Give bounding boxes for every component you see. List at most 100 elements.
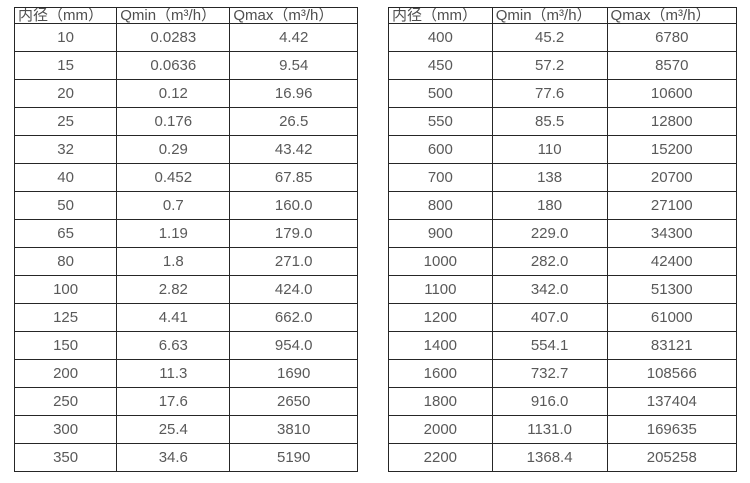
table-cell: 20700 bbox=[606, 163, 738, 192]
table-cell: 65 bbox=[13, 219, 118, 248]
table-cell: 169635 bbox=[606, 415, 738, 444]
table-cell: 34.6 bbox=[116, 443, 231, 472]
table-row: 550 85.5 12800 bbox=[388, 107, 738, 136]
table-cell: 600 bbox=[388, 135, 493, 164]
table-cell: 180 bbox=[491, 191, 608, 220]
table-cell: 0.176 bbox=[116, 107, 231, 136]
table-cell: 17.6 bbox=[116, 387, 231, 416]
table-cell: 550 bbox=[388, 107, 493, 136]
table-row: 1400 554.1 83121 bbox=[388, 331, 738, 360]
table-cell: 42400 bbox=[606, 247, 738, 276]
table-cell: 450 bbox=[388, 51, 493, 80]
table-cell: 10600 bbox=[606, 79, 738, 108]
table-cell: 1368.4 bbox=[491, 443, 608, 472]
table-cell: 83121 bbox=[606, 331, 738, 360]
flow-table-large-diameters: 内径（mm） Qmin（m³/h） Qmax（m³/h） 400 45.2 6780… bbox=[388, 7, 738, 472]
table-cell: 200 bbox=[13, 359, 118, 388]
table-cell: 282.0 bbox=[491, 247, 608, 276]
table-cell: 2200 bbox=[388, 443, 493, 472]
table-cell: 250 bbox=[13, 387, 118, 416]
table-cell: 424.0 bbox=[229, 275, 358, 304]
table-row: 50 0.7 160.0 bbox=[13, 191, 358, 220]
table-row: 1800 916.0 137404 bbox=[388, 387, 738, 416]
table-cell: 50 bbox=[13, 191, 118, 220]
table-cell: 1000 bbox=[388, 247, 493, 276]
table-cell: 900 bbox=[388, 219, 493, 248]
table-cell: 26.5 bbox=[229, 107, 358, 136]
table-cell: 700 bbox=[388, 163, 493, 192]
table-cell: 77.6 bbox=[491, 79, 608, 108]
table-cell: 137404 bbox=[606, 387, 738, 416]
table-cell: 271.0 bbox=[229, 247, 358, 276]
table-cell: 400 bbox=[388, 23, 493, 52]
table-cell: 0.29 bbox=[116, 135, 231, 164]
table-row: 450 57.2 8570 bbox=[388, 51, 738, 80]
table-row: 125 4.41 662.0 bbox=[13, 303, 358, 332]
table-row: 1000 282.0 42400 bbox=[388, 247, 738, 276]
table-cell: 800 bbox=[388, 191, 493, 220]
table-row: 250 17.6 2650 bbox=[13, 387, 358, 416]
table-cell: 1200 bbox=[388, 303, 493, 332]
table-cell: 40 bbox=[13, 163, 118, 192]
table-cell: 1.8 bbox=[116, 247, 231, 276]
table-cell: 4.41 bbox=[116, 303, 231, 332]
table-cell: 108566 bbox=[606, 359, 738, 388]
table-cell: 500 bbox=[388, 79, 493, 108]
table-body: 400 45.2 6780 450 57.2 8570 500 77.6 10600 550 85.… bbox=[388, 23, 738, 472]
table-cell: 10 bbox=[13, 23, 118, 52]
table-cell: 0.7 bbox=[116, 191, 231, 220]
table-cell: 1400 bbox=[388, 331, 493, 360]
table-row: 80 1.8 271.0 bbox=[13, 247, 358, 276]
table-cell: 954.0 bbox=[229, 331, 358, 360]
table-cell: 27100 bbox=[606, 191, 738, 220]
table-row: 100 2.82 424.0 bbox=[13, 275, 358, 304]
table-cell: 2000 bbox=[388, 415, 493, 444]
table-cell: 0.452 bbox=[116, 163, 231, 192]
table-cell: 25.4 bbox=[116, 415, 231, 444]
table-row: 10 0.0283 4.42 bbox=[13, 23, 358, 52]
table-cell: 554.1 bbox=[491, 331, 608, 360]
table-row: 500 77.6 10600 bbox=[388, 79, 738, 108]
table-cell: 4.42 bbox=[229, 23, 358, 52]
table-cell: 1800 bbox=[388, 387, 493, 416]
table-cell: 160.0 bbox=[229, 191, 358, 220]
table-body: 10 0.0283 4.42 15 0.0636 9.54 20 0.12 16.96 25 0.1… bbox=[13, 23, 358, 472]
table-cell: 205258 bbox=[606, 443, 738, 472]
table-row: 1600 732.7 108566 bbox=[388, 359, 738, 388]
table-cell: 1.19 bbox=[116, 219, 231, 248]
table-cell: 1600 bbox=[388, 359, 493, 388]
table-row: 2200 1368.4 205258 bbox=[388, 443, 738, 472]
table-row: 32 0.29 43.42 bbox=[13, 135, 358, 164]
table-cell: 1690 bbox=[229, 359, 358, 388]
column-header-qmin: Qmin（m³/h） bbox=[491, 7, 608, 24]
table-cell: 32 bbox=[13, 135, 118, 164]
table-cell: 51300 bbox=[606, 275, 738, 304]
table-cell: 9.54 bbox=[229, 51, 358, 80]
table-row: 800 180 27100 bbox=[388, 191, 738, 220]
table-cell: 2.82 bbox=[116, 275, 231, 304]
table-row: 900 229.0 34300 bbox=[388, 219, 738, 248]
table-row: 300 25.4 3810 bbox=[13, 415, 358, 444]
table-cell: 179.0 bbox=[229, 219, 358, 248]
table-cell: 0.0283 bbox=[116, 23, 231, 52]
table-cell: 85.5 bbox=[491, 107, 608, 136]
table-row: 350 34.6 5190 bbox=[13, 443, 358, 472]
table-row: 20 0.12 16.96 bbox=[13, 79, 358, 108]
table-cell: 1100 bbox=[388, 275, 493, 304]
table-cell: 110 bbox=[491, 135, 608, 164]
table-cell: 3810 bbox=[229, 415, 358, 444]
table-row: 15 0.0636 9.54 bbox=[13, 51, 358, 80]
table-row: 1200 407.0 61000 bbox=[388, 303, 738, 332]
table-cell: 229.0 bbox=[491, 219, 608, 248]
column-header-qmax: Qmax（m³/h） bbox=[229, 7, 358, 24]
table-cell: 45.2 bbox=[491, 23, 608, 52]
table-row: 25 0.176 26.5 bbox=[13, 107, 358, 136]
table-cell: 125 bbox=[13, 303, 118, 332]
table-cell: 15 bbox=[13, 51, 118, 80]
table-cell: 6780 bbox=[606, 23, 738, 52]
table-cell: 15200 bbox=[606, 135, 738, 164]
header-row: 内径（mm） Qmin（m³/h） Qmax（m³/h） bbox=[13, 7, 358, 24]
table-cell: 2650 bbox=[229, 387, 358, 416]
table-row: 1100 342.0 51300 bbox=[388, 275, 738, 304]
